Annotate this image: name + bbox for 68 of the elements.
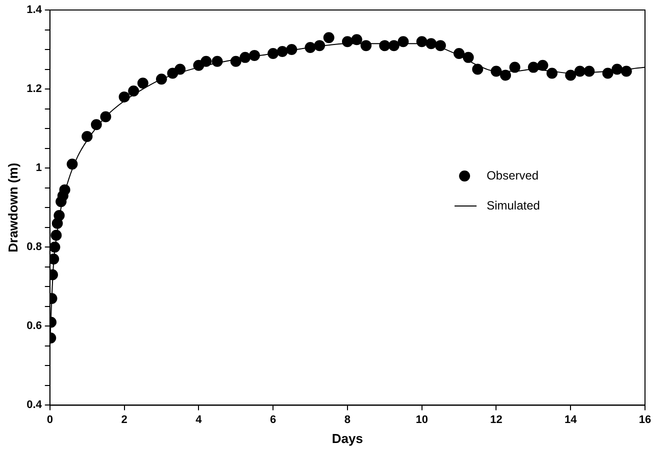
point (66, 158, 78, 170)
point (574, 66, 586, 77)
x-tick-label: 16 (638, 414, 652, 426)
point (351, 34, 362, 46)
point (434, 40, 446, 52)
point (200, 56, 212, 67)
y-tick-label: 0.6 (26, 320, 42, 332)
y-tick-label: 1 (36, 162, 42, 174)
x-tick-label: 14 (564, 414, 578, 426)
y-axis-title: Drawdown (m) (5, 162, 20, 252)
point (50, 242, 60, 253)
point (128, 86, 140, 97)
point (620, 66, 632, 77)
point (50, 230, 62, 241)
point (248, 50, 260, 61)
point (565, 70, 576, 81)
point (90, 119, 102, 130)
point (212, 56, 223, 67)
x-axis-title: Days (332, 430, 363, 446)
point (612, 64, 623, 75)
x-tick-label: 4 (196, 414, 203, 426)
point (500, 70, 512, 81)
point (398, 36, 409, 48)
x-tick-label: 0 (46, 414, 53, 426)
point (240, 52, 251, 63)
point (268, 48, 279, 59)
legend-label: Observed (486, 168, 539, 182)
point (537, 60, 548, 71)
point (82, 130, 93, 142)
point (379, 40, 390, 52)
point (314, 40, 326, 52)
point (546, 68, 558, 79)
x-tick-label: 2 (121, 414, 128, 426)
point (426, 38, 437, 50)
point (602, 68, 614, 79)
point (156, 74, 167, 85)
y-tick-label: 1.2 (26, 83, 42, 96)
point (54, 210, 65, 222)
point (323, 32, 334, 44)
point (230, 56, 242, 67)
point (388, 40, 400, 52)
point (304, 42, 316, 54)
point (286, 44, 298, 56)
point (472, 64, 484, 75)
point (462, 52, 474, 63)
x-tick-label: 12 (490, 414, 502, 426)
y-tick-label: 0.4 (26, 399, 43, 412)
x-tick-label: 8 (344, 414, 351, 426)
point (50, 253, 60, 264)
point (490, 66, 502, 77)
point (276, 46, 288, 57)
y-tick-label: 1.4 (26, 4, 43, 16)
point (509, 62, 520, 73)
x-tick-label: 10 (416, 414, 428, 426)
point (342, 36, 353, 48)
point (118, 91, 130, 102)
point (416, 36, 428, 48)
point (360, 40, 372, 52)
point (528, 62, 539, 73)
legend-label: Simulated (486, 198, 540, 212)
x-tick-label: 6 (270, 414, 276, 426)
point (454, 48, 465, 59)
point (137, 78, 148, 89)
y-tick-label: 0.8 (26, 241, 42, 254)
point (100, 111, 112, 122)
point (174, 64, 186, 75)
point (59, 184, 70, 196)
point (584, 66, 595, 77)
